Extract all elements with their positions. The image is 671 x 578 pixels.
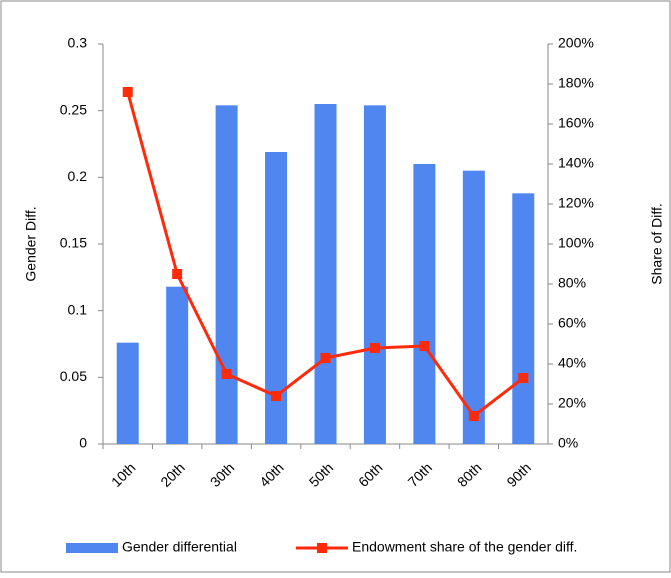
legend-swatch	[66, 543, 118, 553]
bar	[314, 104, 337, 444]
y-tick-label: 0.05	[60, 368, 87, 384]
bar	[215, 105, 238, 444]
y-tick-label: 0.2	[68, 168, 88, 184]
y2-tick-label: 60%	[558, 315, 586, 331]
bar	[116, 342, 139, 444]
y2-tick-label: 0%	[558, 435, 578, 451]
bar	[413, 164, 436, 444]
bar	[462, 170, 485, 444]
y-tick-label: 0	[79, 435, 87, 451]
y2-tick-label: 40%	[558, 355, 586, 371]
bar	[363, 105, 386, 444]
y-tick-label: 0.1	[68, 301, 88, 317]
legend-label: Endowment share of the gender diff.	[352, 539, 577, 555]
y2-tick-label: 80%	[558, 275, 586, 291]
marker	[271, 391, 282, 401]
y-tick-label: 0.15	[60, 235, 87, 251]
bar	[265, 152, 288, 444]
marker	[419, 341, 430, 351]
marker	[320, 353, 331, 363]
y-tick-label: 0.3	[68, 35, 88, 51]
y2-tick-label: 140%	[558, 155, 594, 171]
marker	[518, 373, 529, 383]
marker	[221, 369, 232, 379]
y2-tick-label: 120%	[558, 195, 594, 211]
marker	[122, 87, 133, 97]
marker	[172, 269, 183, 279]
y-axis-label: Gender Diff.	[23, 206, 39, 281]
legend-label: Gender differential	[122, 539, 237, 555]
y2-tick-label: 200%	[558, 35, 594, 51]
y2-axis-label: Share of Diff.	[649, 203, 665, 284]
bar	[512, 193, 535, 444]
y2-tick-label: 100%	[558, 235, 594, 251]
marker	[369, 343, 380, 353]
y2-tick-label: 180%	[558, 75, 594, 91]
y2-tick-label: 20%	[558, 395, 586, 411]
y-tick-label: 0.25	[60, 101, 87, 117]
marker	[468, 411, 479, 421]
bar	[166, 286, 189, 444]
legend-swatch	[317, 543, 327, 553]
y2-tick-label: 160%	[558, 115, 594, 131]
